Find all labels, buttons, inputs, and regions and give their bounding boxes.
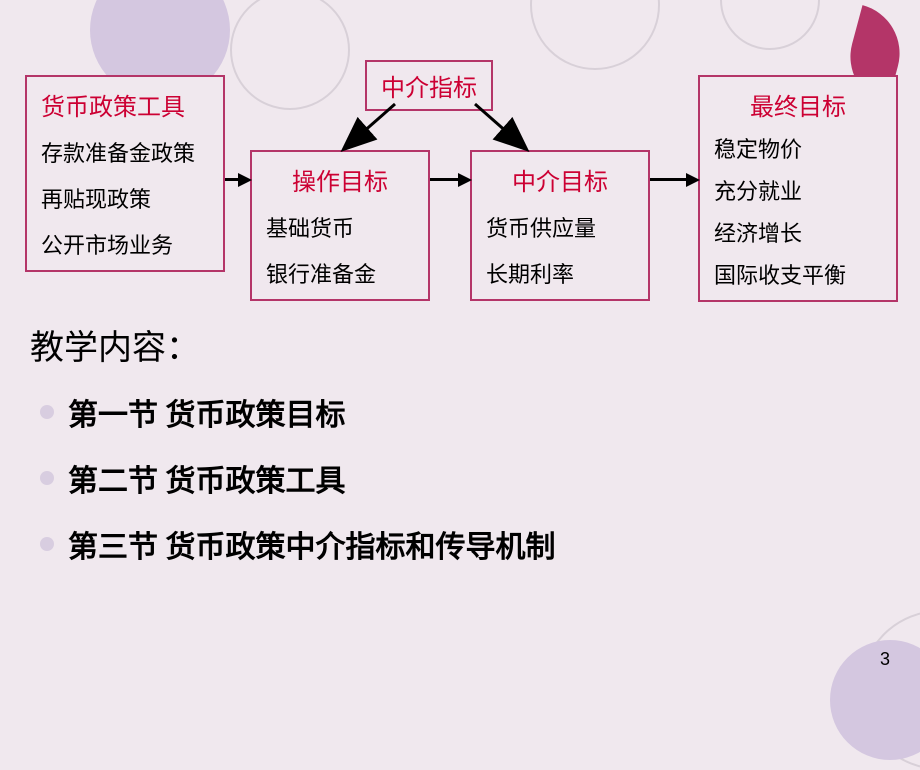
box-final-item: 充分就业 (714, 174, 882, 206)
box-operation-title: 操作目标 (266, 162, 414, 197)
box-operation-item: 基础货币 (266, 211, 414, 243)
box-final: 最终目标 稳定物价 充分就业 经济增长 国际收支平衡 (698, 75, 898, 302)
arrow-head-icon (458, 173, 472, 187)
bullet-icon (40, 471, 54, 485)
arrow-head-icon (686, 173, 700, 187)
list-item: 第一节 货币政策目标 (40, 390, 556, 434)
box-tools-item: 存款准备金政策 (41, 136, 209, 168)
list-item-label: 第一节 货币政策目标 (68, 390, 346, 434)
box-final-item: 经济增长 (714, 216, 882, 248)
box-operation-item: 银行准备金 (266, 257, 414, 289)
box-indicator-label: 中介指标 (365, 60, 493, 111)
deco-circle (530, 0, 660, 70)
section-list: 第一节 货币政策目标 第二节 货币政策工具 第三节 货币政策中介指标和传导机制 (40, 390, 556, 588)
box-tools-item: 公开市场业务 (41, 228, 209, 260)
box-operation: 操作目标 基础货币 银行准备金 (250, 150, 430, 301)
bullet-icon (40, 405, 54, 419)
box-tools-item: 再贴现政策 (41, 182, 209, 214)
box-tools-title: 货币政策工具 (41, 87, 209, 122)
arrow-line (650, 178, 688, 181)
bullet-icon (40, 537, 54, 551)
section-title: 教学内容： (30, 320, 200, 369)
box-intermediate-title: 中介目标 (486, 162, 634, 197)
box-intermediate-item: 货币供应量 (486, 211, 634, 243)
box-intermediate-item: 长期利率 (486, 257, 634, 289)
deco-circle (830, 640, 920, 760)
box-intermediate: 中介目标 货币供应量 长期利率 (470, 150, 650, 301)
box-indicator-title: 中介指标 (381, 68, 477, 103)
list-item: 第三节 货币政策中介指标和传导机制 (40, 522, 556, 566)
list-item-label: 第三节 货币政策中介指标和传导机制 (68, 522, 556, 566)
list-item: 第二节 货币政策工具 (40, 456, 556, 500)
box-tools: 货币政策工具 存款准备金政策 再贴现政策 公开市场业务 (25, 75, 225, 272)
page-number: 3 (880, 649, 890, 670)
deco-circle (720, 0, 820, 50)
arrow-head-icon (238, 173, 252, 187)
box-final-item: 国际收支平衡 (714, 258, 882, 290)
list-item-label: 第二节 货币政策工具 (68, 456, 346, 500)
deco-circle (230, 0, 350, 110)
box-final-item: 稳定物价 (714, 132, 882, 164)
arrow-line (430, 178, 460, 181)
box-final-title: 最终目标 (714, 87, 882, 122)
